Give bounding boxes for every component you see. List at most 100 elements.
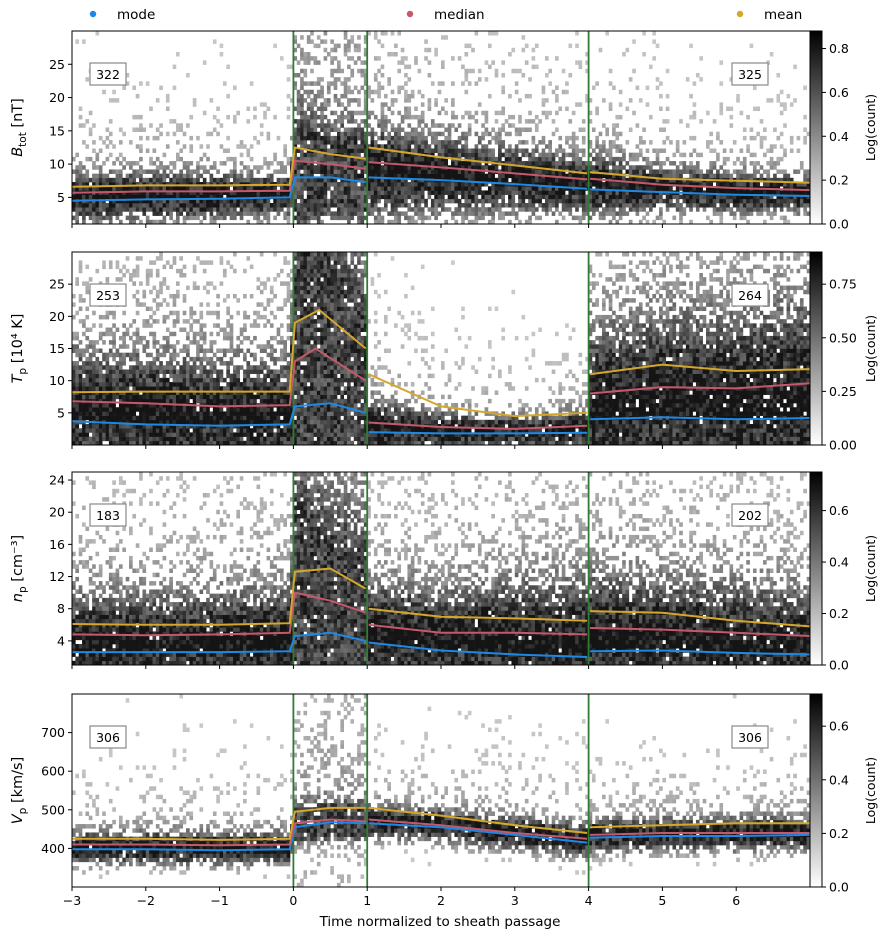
heatmap-cell — [464, 156, 469, 162]
heatmap-cell — [555, 127, 559, 132]
heatmap-cell — [776, 156, 781, 162]
heatmap-cell — [85, 77, 90, 82]
heatmap-cell — [347, 127, 351, 132]
heatmap-cell — [175, 194, 180, 200]
heatmap-cell — [746, 190, 750, 195]
heatmap-cell — [655, 177, 660, 183]
heatmap-cell — [139, 177, 143, 183]
heatmap-cell — [340, 68, 345, 74]
heatmap-cell — [135, 203, 140, 208]
heatmap-cell — [608, 152, 613, 158]
heatmap-cell — [229, 190, 234, 195]
heatmap-cell — [122, 424, 126, 429]
heatmap-cell — [461, 194, 465, 200]
heatmap-cell — [444, 173, 448, 179]
heatmap-cell — [122, 411, 126, 416]
heatmap-cell — [531, 119, 536, 124]
heatmap-cell — [578, 127, 583, 132]
heatmap-cell — [648, 165, 653, 170]
heatmap-cell — [474, 156, 479, 162]
heatmap-cell — [222, 198, 227, 204]
heatmap-cell — [437, 203, 442, 208]
heatmap-cell — [417, 182, 422, 187]
heatmap-cell — [591, 211, 596, 216]
heatmap-cell — [692, 169, 697, 174]
heatmap-cell — [343, 186, 348, 191]
heatmap-cell — [451, 98, 455, 103]
heatmap-cell — [521, 161, 526, 166]
heatmap-cell — [397, 123, 402, 128]
heatmap-cell — [407, 114, 412, 120]
heatmap-cell — [659, 93, 663, 99]
heatmap-cell — [451, 110, 455, 116]
heatmap-cell — [139, 369, 143, 374]
heatmap-cell — [139, 382, 143, 387]
heatmap-cell — [806, 173, 810, 179]
heatmap-cell — [145, 361, 150, 366]
heatmap-cell — [75, 407, 79, 412]
heatmap-cell — [437, 194, 442, 200]
heatmap-cell — [682, 161, 687, 166]
heatmap-cell — [394, 219, 398, 224]
heatmap-cell — [199, 211, 204, 216]
heatmap-cell — [118, 428, 123, 433]
heatmap-cell — [337, 169, 341, 174]
heatmap-cell — [145, 198, 150, 204]
heatmap-cell — [108, 198, 113, 204]
heatmap-cell — [628, 190, 633, 195]
heatmap-cell — [481, 152, 485, 158]
heatmap-cell — [256, 169, 261, 174]
heatmap-cell — [78, 169, 83, 174]
heatmap-cell — [578, 165, 583, 170]
heatmap-cell — [360, 182, 365, 187]
heatmap-cell — [196, 165, 200, 170]
heatmap-cell — [323, 156, 328, 162]
heatmap-cell — [162, 390, 167, 395]
heatmap-cell — [387, 173, 391, 179]
heatmap-cell — [367, 182, 371, 187]
heatmap-cell — [695, 173, 700, 179]
heatmap-cell — [320, 169, 324, 174]
legend: mode median mean — [89, 7, 802, 23]
heatmap-cell — [72, 348, 76, 353]
heatmap-cell — [373, 182, 378, 187]
heatmap-cell — [424, 39, 428, 44]
heatmap-cell — [585, 203, 589, 208]
heatmap-cell — [172, 194, 177, 200]
heatmap-cell — [152, 340, 157, 345]
heatmap-cell — [481, 165, 485, 170]
heatmap-cell — [642, 156, 646, 162]
heatmap-cell — [182, 161, 187, 166]
heatmap-cell — [306, 119, 311, 124]
heatmap-cell — [363, 68, 368, 74]
heatmap-cell — [575, 43, 579, 49]
heatmap-cell — [400, 156, 405, 162]
heatmap-cell — [186, 177, 190, 183]
heatmap-cell — [118, 407, 123, 412]
heatmap-cell — [212, 219, 217, 224]
heatmap-cell — [417, 165, 422, 170]
heatmap-cell — [695, 72, 700, 78]
heatmap-cell — [709, 219, 714, 224]
heatmap-cell — [481, 135, 485, 141]
heatmap-cell — [253, 198, 257, 204]
heatmap-cell — [326, 81, 331, 86]
heatmap-cell — [75, 373, 79, 379]
heatmap-cell — [129, 211, 133, 216]
heatmap-cell — [112, 323, 116, 328]
heatmap-cell — [88, 365, 93, 370]
heatmap-cell — [514, 127, 519, 132]
heatmap-cell — [102, 436, 106, 442]
heatmap-cell — [129, 215, 133, 221]
heatmap-cell — [169, 264, 173, 270]
heatmap-cell — [410, 161, 415, 166]
heatmap-cell — [477, 140, 482, 145]
heatmap-cell — [105, 377, 110, 383]
heatmap-cell — [293, 203, 298, 208]
heatmap-cell — [558, 161, 563, 166]
heatmap-cell — [159, 131, 163, 137]
heatmap-cell — [672, 169, 677, 174]
heatmap-cell — [377, 89, 381, 95]
heatmap-cell — [249, 156, 254, 162]
heatmap-cell — [793, 190, 797, 195]
